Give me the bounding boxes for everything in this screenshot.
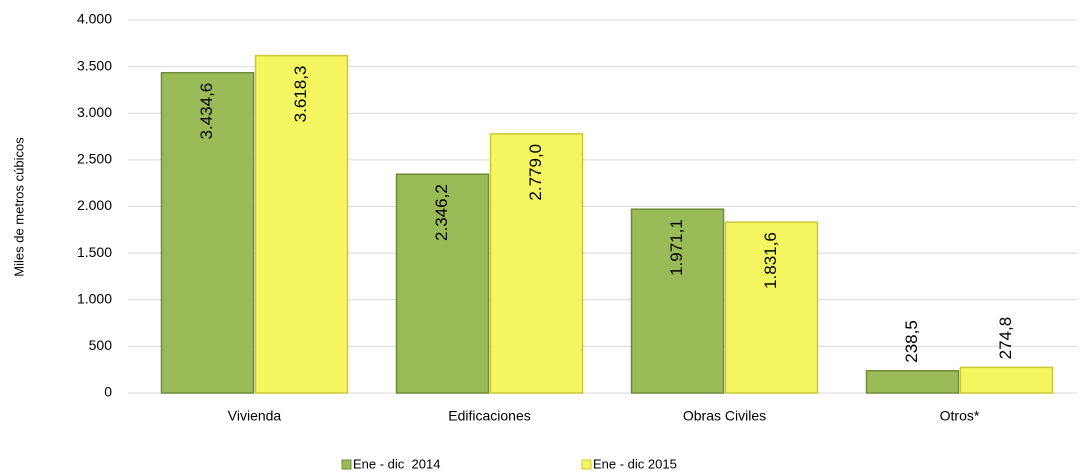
x-tick-label: Edificaciones	[448, 408, 531, 424]
legend-swatch	[341, 459, 352, 470]
bar	[489, 133, 584, 394]
x-tick-label: Obras Civiles	[683, 408, 766, 424]
y-tick-label: 0	[104, 384, 112, 400]
y-tick-label: 2.000	[77, 197, 112, 213]
value-label: 2.346,2	[432, 184, 451, 241]
bar	[630, 208, 725, 394]
value-label: 274,8	[996, 317, 1015, 360]
x-tick-label: Vivienda	[228, 408, 282, 424]
y-tick-label: 500	[89, 337, 113, 353]
bar	[724, 221, 819, 394]
x-tick-label: Otros*	[940, 408, 980, 424]
legend-label: Ene - dic 2015	[593, 456, 677, 471]
bar	[395, 173, 490, 394]
bar	[959, 366, 1054, 394]
value-label: 1.971,1	[667, 219, 686, 276]
y-tick-label: 3.500	[77, 57, 112, 73]
y-tick-label: 1.500	[77, 244, 112, 260]
y-tick-label: 3.000	[77, 104, 112, 120]
y-tick-label: 2.500	[77, 151, 112, 167]
legend-swatch	[581, 459, 592, 470]
y-tick-label: 1.000	[77, 290, 112, 306]
value-label: 238,5	[902, 320, 921, 363]
bar	[160, 71, 255, 394]
bar	[254, 54, 349, 394]
value-label: 2.779,0	[526, 144, 545, 201]
legend-label: Ene - dic 2014	[353, 456, 440, 471]
value-label: 3.618,3	[291, 66, 310, 123]
value-label: 3.434,6	[197, 83, 216, 140]
value-label: 1.831,6	[761, 232, 780, 289]
y-tick-label: 4.000	[77, 11, 112, 27]
y-axis-label: Miles de metros cúbicos	[11, 137, 26, 277]
bar	[865, 370, 960, 394]
